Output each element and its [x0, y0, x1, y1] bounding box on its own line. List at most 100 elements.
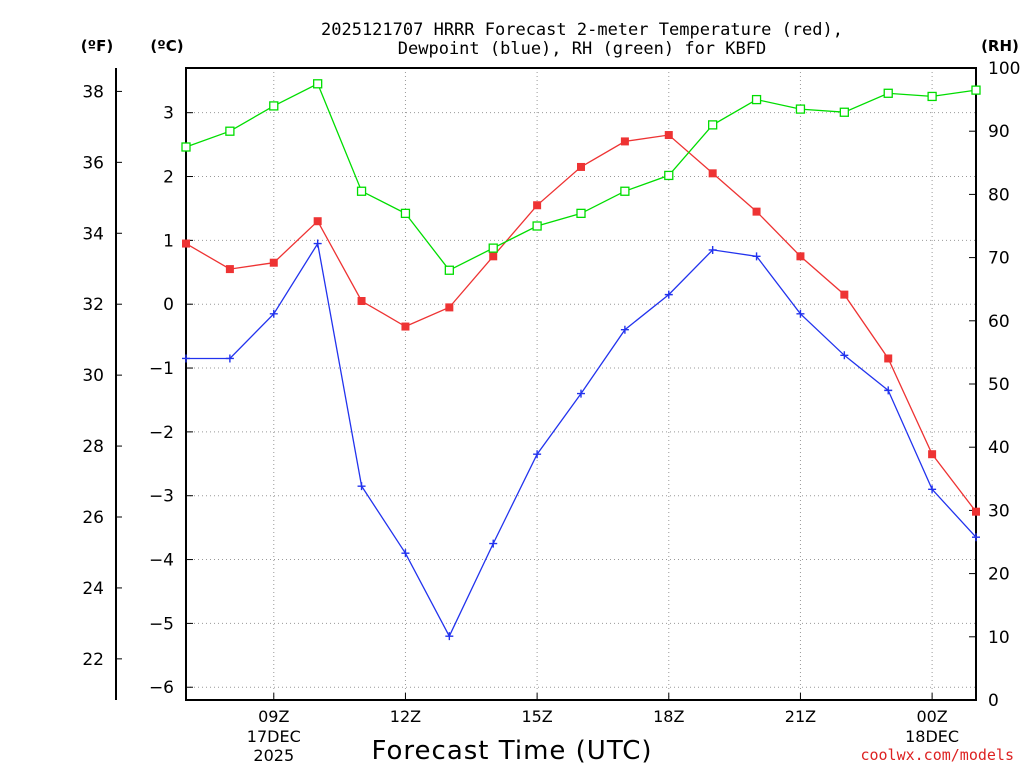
temperature-point [884, 354, 893, 363]
fahrenheit-tick-label: 26 [82, 508, 104, 528]
rh-point [620, 186, 630, 196]
rh-point [883, 88, 893, 98]
celsius-unit-label: (ºC) [150, 37, 183, 55]
temperature-point [269, 258, 278, 267]
rh-point [400, 208, 411, 219]
x-tick-label: 18Z [653, 707, 684, 726]
dewpoint-point [664, 290, 673, 299]
fahrenheit-tick-label: 22 [82, 650, 104, 670]
rh-tick-label: 90 [988, 122, 1010, 142]
dewpoint-point [357, 482, 366, 491]
celsius-tick-label: 1 [163, 231, 174, 251]
rh-series [181, 79, 981, 275]
rh-point [839, 107, 849, 117]
temperature-point [577, 162, 585, 171]
x-tick-label: 12Z [390, 707, 421, 726]
rh-point [181, 142, 191, 152]
rh-line [185, 82, 977, 272]
rh-tick-label: 50 [988, 375, 1010, 395]
fahrenheit-tick-label: 30 [82, 366, 104, 386]
temperature-point [225, 265, 234, 274]
fahrenheit-unit-label: (ºF) [81, 37, 113, 55]
rh-point [356, 186, 367, 196]
x-tick-sublabel: 2025 [253, 746, 294, 765]
dewpoint-point [533, 450, 542, 459]
celsius-tick-label: −4 [149, 551, 174, 571]
rh-tick-label: 80 [988, 185, 1010, 205]
dewpoint-point [840, 351, 849, 360]
celsius-tick-label: −6 [149, 678, 174, 698]
temperature-point [182, 239, 190, 248]
dewpoint-series [182, 239, 980, 641]
rh-point [927, 91, 937, 102]
rh-tick-label: 70 [988, 249, 1010, 269]
fahrenheit-tick-label: 36 [82, 153, 104, 173]
data-series [181, 79, 981, 641]
temperature-point [752, 207, 761, 216]
rh-point [971, 85, 981, 95]
x-axis-label: Forecast Time (UTC) [371, 736, 652, 766]
celsius-tick-label: −5 [149, 614, 174, 634]
x-tick-label: 09Z [258, 707, 289, 726]
dewpoint-point [928, 485, 937, 494]
temperature-point [972, 507, 980, 516]
temperature-line [185, 134, 977, 513]
rh-tick-label: 20 [988, 565, 1010, 585]
temperature-point [489, 252, 498, 261]
rh-tick-label: 30 [988, 501, 1010, 521]
tick-labels: −6 −5 −4 −3 −2 −1 0 1 2 3 22 24 26 28 30 32 34 36 38 0 10 20 3… [82, 59, 1020, 765]
grid-lines [186, 68, 976, 700]
chart-title-line2: Dewpoint (blue), RH (green) for KBFD [398, 39, 766, 59]
dewpoint-line [186, 241, 977, 638]
celsius-tick-label: 0 [163, 295, 174, 315]
celsius-tick-label: 3 [163, 104, 174, 124]
temperature-point [445, 303, 454, 312]
plot-frame [185, 67, 977, 701]
rh-tick-label: 40 [988, 438, 1010, 458]
dewpoint-point [313, 239, 322, 248]
dewpoint-point [796, 309, 805, 318]
temperature-point [313, 217, 322, 226]
rh-tick-label: 100 [988, 59, 1020, 79]
rh-point [664, 170, 674, 181]
temperature-point [533, 201, 542, 210]
temperature-series [182, 131, 980, 516]
dewpoint-point [225, 354, 234, 363]
celsius-tick-label: −3 [149, 487, 174, 507]
chart-title-line1: 2025121707 HRRR Forecast 2-meter Tempera… [321, 20, 843, 40]
rh-tick-label: 0 [988, 691, 999, 711]
rh-point [269, 101, 279, 111]
temperature-point [708, 169, 717, 178]
dewpoint-point [708, 245, 717, 254]
rh-point [576, 208, 586, 219]
temperature-point [840, 290, 849, 299]
rh-point [313, 79, 323, 89]
dewpoint-point [182, 354, 190, 363]
rh-unit-label: (RH) [981, 37, 1019, 55]
rh-point [751, 94, 762, 105]
dewpoint-point [401, 549, 410, 558]
x-tick-label: 00Z [916, 707, 947, 726]
celsius-tick-label: −2 [149, 423, 174, 443]
x-tick-sublabel: 17DEC [247, 727, 301, 746]
rh-point [532, 221, 542, 231]
celsius-tick-label: 2 [163, 168, 174, 188]
temperature-point [401, 322, 410, 331]
fahrenheit-tick-label: 34 [82, 224, 104, 244]
dewpoint-point [269, 309, 278, 318]
rh-tick-label: 60 [988, 312, 1010, 332]
temperature-point [357, 297, 366, 306]
temperature-point [620, 137, 629, 146]
fahrenheit-tick-label: 24 [82, 579, 104, 599]
rh-point [225, 126, 235, 136]
x-tick-label: 15Z [521, 707, 552, 726]
rh-tick-label: 10 [988, 628, 1010, 648]
rh-point [444, 265, 454, 275]
axes [115, 67, 977, 701]
dewpoint-point [577, 389, 585, 398]
fahrenheit-tick-label: 38 [82, 82, 104, 102]
fahrenheit-tick-label: 32 [82, 295, 104, 315]
x-tick-sublabel: 18DEC [905, 727, 959, 746]
watermark: coolwx.com/models [860, 746, 1014, 764]
